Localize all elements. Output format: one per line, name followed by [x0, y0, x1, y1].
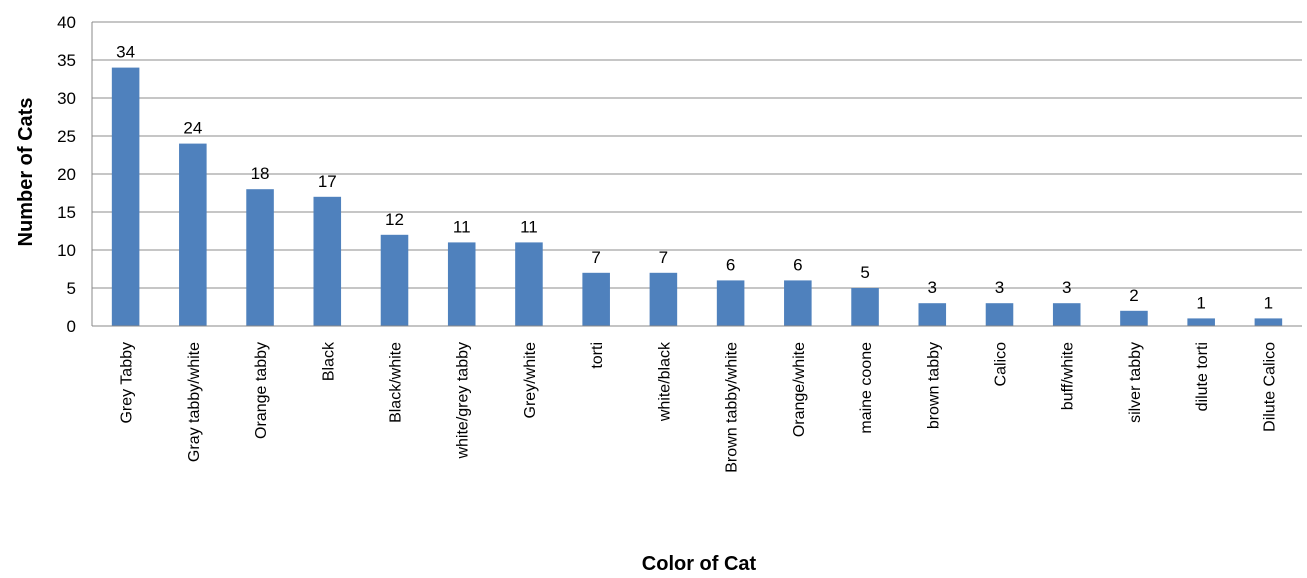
bar: [918, 303, 947, 326]
x-tick-label: dilute torti: [1194, 342, 1211, 411]
data-label: 11: [520, 217, 538, 236]
bar: [111, 67, 140, 326]
data-label: 1: [1196, 293, 1205, 312]
data-label: 6: [726, 255, 735, 274]
data-label: 17: [318, 172, 337, 191]
x-tick-label: Grey Tabby: [119, 342, 136, 424]
x-tick-label: white/grey tabby: [455, 342, 472, 460]
x-tick-label: Dilute Calico: [1261, 342, 1278, 432]
data-label: 18: [251, 164, 270, 183]
x-tick-label: white/black: [656, 341, 673, 422]
y-tick-label: 35: [57, 51, 76, 70]
data-label: 7: [591, 248, 600, 267]
gridlines: [92, 21, 1302, 289]
bar: [582, 272, 610, 326]
data-label: 34: [116, 43, 135, 62]
x-tick-label: Gray tabby/white: [186, 342, 203, 462]
bar: [1187, 318, 1215, 326]
data-label: 3: [1062, 278, 1071, 297]
y-axis-title: Number of Cats: [15, 98, 37, 247]
x-tick-label: silver tabby: [1127, 342, 1144, 423]
x-tick-label: Black: [320, 341, 337, 381]
bar: [1052, 303, 1081, 326]
x-tick-label: buff/white: [1060, 342, 1077, 410]
x-tick-label: torti: [589, 342, 606, 369]
x-tick-label: brown tabby: [925, 342, 942, 429]
data-label: 3: [928, 278, 937, 297]
x-tick-label: Brown tabby/white: [724, 342, 741, 473]
bar: [649, 272, 678, 326]
bar: [985, 303, 1014, 326]
bar: [447, 242, 476, 326]
data-label: 3: [995, 278, 1004, 297]
data-label: 24: [183, 119, 202, 138]
x-tick-label: maine coone: [858, 342, 875, 434]
bar: [1120, 310, 1148, 326]
x-tick-label: Orange/white: [791, 342, 808, 437]
bar: [313, 196, 342, 326]
y-tick-label: 15: [57, 203, 76, 222]
y-tick-label: 25: [57, 127, 76, 146]
x-tick-label: Calico: [993, 342, 1010, 387]
y-tick-label: 5: [67, 279, 76, 298]
y-axis-ticks: 0 5 10 15 20 25 30 35 40: [57, 13, 76, 336]
x-axis-title: Color of Cat: [642, 553, 757, 575]
y-tick-label: 0: [67, 317, 76, 336]
y-tick-label: 30: [57, 89, 76, 108]
x-tick-label: Orange tabby: [253, 342, 270, 439]
data-label: 6: [793, 255, 802, 274]
bar: [851, 288, 879, 326]
bar: [784, 280, 812, 326]
bar: [716, 280, 745, 326]
data-label: 7: [659, 248, 668, 267]
bars: [111, 67, 1283, 326]
x-axis-categories: Grey Tabby Gray tabby/white Orange tabby Bl…: [119, 341, 1279, 473]
data-label: 5: [860, 263, 869, 282]
data-label: 1: [1264, 293, 1273, 312]
data-label: 12: [385, 210, 404, 229]
y-tick-label: 20: [57, 165, 76, 184]
x-tick-label: Black/white: [388, 342, 405, 423]
bar: [1254, 318, 1283, 326]
data-label: 11: [453, 217, 471, 236]
x-tick-label: Grey/white: [522, 342, 539, 419]
bar: [380, 234, 409, 326]
y-tick-label: 10: [57, 241, 76, 260]
bar: [179, 143, 207, 326]
y-tick-label: 40: [57, 13, 76, 32]
bar: [515, 242, 543, 326]
data-label: 2: [1129, 286, 1138, 305]
bar: [246, 189, 274, 326]
